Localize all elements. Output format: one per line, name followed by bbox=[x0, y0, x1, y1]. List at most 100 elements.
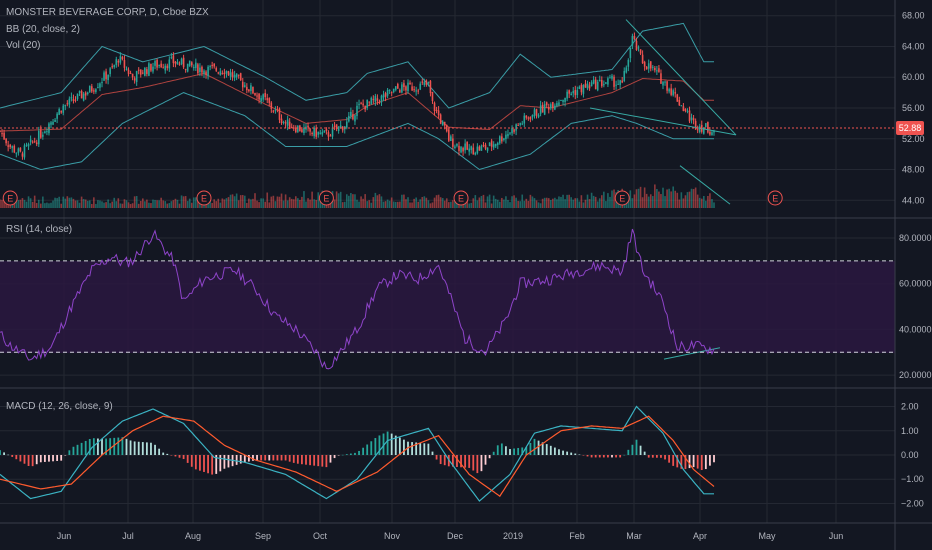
volume-bar bbox=[576, 198, 579, 208]
candle-body bbox=[588, 85, 591, 89]
volume-bar bbox=[264, 201, 266, 208]
candle-body bbox=[225, 71, 228, 74]
volume-bar bbox=[88, 200, 91, 208]
macd-histogram-bar bbox=[427, 443, 430, 455]
rsi-indicator-label[interactable]: RSI (14, close) bbox=[6, 224, 72, 235]
volume-bar bbox=[335, 191, 338, 208]
candle-body bbox=[531, 115, 534, 118]
time-scale[interactable]: Jun Jul Aug Sep Oct Nov Dec 2019 Feb Mar Apr May Jun bbox=[57, 531, 844, 541]
bb-indicator-label[interactable]: BB (20, close, 2) bbox=[6, 24, 80, 35]
candle-body bbox=[545, 102, 548, 106]
macd-histogram-bar bbox=[272, 455, 275, 461]
candle-body bbox=[633, 35, 636, 39]
candle-body bbox=[631, 36, 634, 46]
volume-bar bbox=[539, 203, 542, 208]
trendline-lower[interactable] bbox=[589, 107, 737, 136]
volume-bar bbox=[468, 203, 470, 208]
volume-bar bbox=[97, 200, 99, 208]
rsi-tick-label: 40.0000 bbox=[899, 324, 932, 334]
earnings-marker[interactable] bbox=[453, 190, 469, 206]
candle-body bbox=[354, 115, 356, 122]
candle-body bbox=[62, 105, 65, 113]
candle-body bbox=[42, 134, 44, 137]
volume-bar bbox=[656, 188, 658, 208]
macd-indicator-label[interactable]: MACD (12, 26, close, 9) bbox=[6, 401, 113, 412]
price-tick-label: 64.00 bbox=[902, 41, 925, 51]
volume-bar bbox=[91, 203, 93, 208]
symbol-title[interactable]: MONSTER BEVERAGE CORP, D, Cboe BZX bbox=[6, 7, 209, 18]
candle-body bbox=[672, 90, 674, 96]
macd-histogram-bar bbox=[97, 438, 99, 455]
volume-bar bbox=[48, 203, 50, 208]
candle-body bbox=[117, 60, 120, 63]
volume-bar bbox=[295, 196, 297, 208]
macd-histogram-bar bbox=[545, 444, 548, 455]
candle-body bbox=[115, 59, 118, 65]
volume-bar bbox=[280, 193, 283, 208]
candle-body bbox=[515, 124, 517, 131]
candle-body bbox=[146, 69, 148, 74]
candle-body bbox=[448, 129, 450, 141]
candle-body bbox=[33, 141, 36, 143]
earnings-marker[interactable] bbox=[767, 190, 783, 206]
volume-bar bbox=[605, 201, 607, 208]
price-tick-label: 68.00 bbox=[902, 11, 925, 21]
volume-bar bbox=[376, 195, 379, 208]
candle-body bbox=[107, 74, 109, 81]
volume-bar bbox=[352, 194, 354, 208]
volume-bar bbox=[521, 194, 524, 208]
candle-body bbox=[660, 73, 662, 84]
earnings-marker[interactable] bbox=[196, 190, 212, 206]
volume-bar bbox=[392, 201, 395, 208]
macd-histogram-bar bbox=[394, 435, 397, 455]
earnings-marker[interactable] bbox=[2, 190, 18, 206]
candle-body bbox=[407, 82, 409, 92]
volume-indicator-label[interactable]: Vol (20) bbox=[6, 40, 40, 51]
candle-body bbox=[443, 121, 446, 126]
candle-body bbox=[441, 121, 444, 126]
macd-histogram-bar bbox=[76, 444, 79, 455]
candle-body bbox=[427, 81, 430, 83]
volume-bar bbox=[290, 198, 293, 208]
trendline-upper[interactable] bbox=[625, 19, 737, 136]
volume-bar bbox=[301, 196, 303, 208]
candle-body bbox=[227, 71, 230, 76]
volume-bar bbox=[584, 199, 587, 208]
macd-histogram-bar bbox=[194, 455, 197, 470]
volume-bar bbox=[123, 199, 126, 208]
candle-body bbox=[433, 102, 436, 112]
candle-body bbox=[260, 98, 262, 102]
candle-body bbox=[341, 126, 344, 131]
candle-body bbox=[123, 60, 126, 68]
earnings-marker[interactable] bbox=[318, 190, 334, 206]
candle-body bbox=[166, 65, 169, 69]
macd-histogram-bar bbox=[631, 444, 634, 455]
candle-body bbox=[423, 82, 426, 85]
earnings-label: E bbox=[458, 194, 464, 204]
macd-tick-label: 2.00 bbox=[901, 402, 919, 412]
macd-histogram-bar bbox=[664, 455, 666, 460]
candle-body bbox=[337, 126, 340, 132]
volume-bar bbox=[545, 197, 548, 208]
trendline-volume[interactable] bbox=[679, 165, 731, 205]
candle-body bbox=[37, 130, 40, 145]
price-scales[interactable]: 44.00 48.00 52.00 56.00 60.00 64.00 68.00 20.00… bbox=[899, 11, 932, 509]
macd-histogram-bar bbox=[313, 455, 316, 466]
macd-histogram-bar bbox=[553, 447, 556, 455]
candle-body bbox=[370, 97, 373, 104]
earnings-marker[interactable] bbox=[614, 190, 630, 206]
macd-histogram-bar bbox=[451, 455, 454, 467]
volume-bar bbox=[333, 199, 336, 208]
volume-bar bbox=[76, 200, 79, 208]
candle-body bbox=[437, 110, 440, 116]
volume-bar bbox=[703, 195, 705, 208]
volume-bar bbox=[454, 197, 456, 208]
price-tick-label: 60.00 bbox=[902, 72, 925, 82]
candle-body bbox=[674, 92, 677, 94]
volume-bar bbox=[666, 189, 668, 208]
macd-histogram-bar bbox=[558, 449, 560, 455]
macd-histogram-bar bbox=[562, 450, 564, 455]
macd-histogram-bar bbox=[68, 450, 71, 455]
